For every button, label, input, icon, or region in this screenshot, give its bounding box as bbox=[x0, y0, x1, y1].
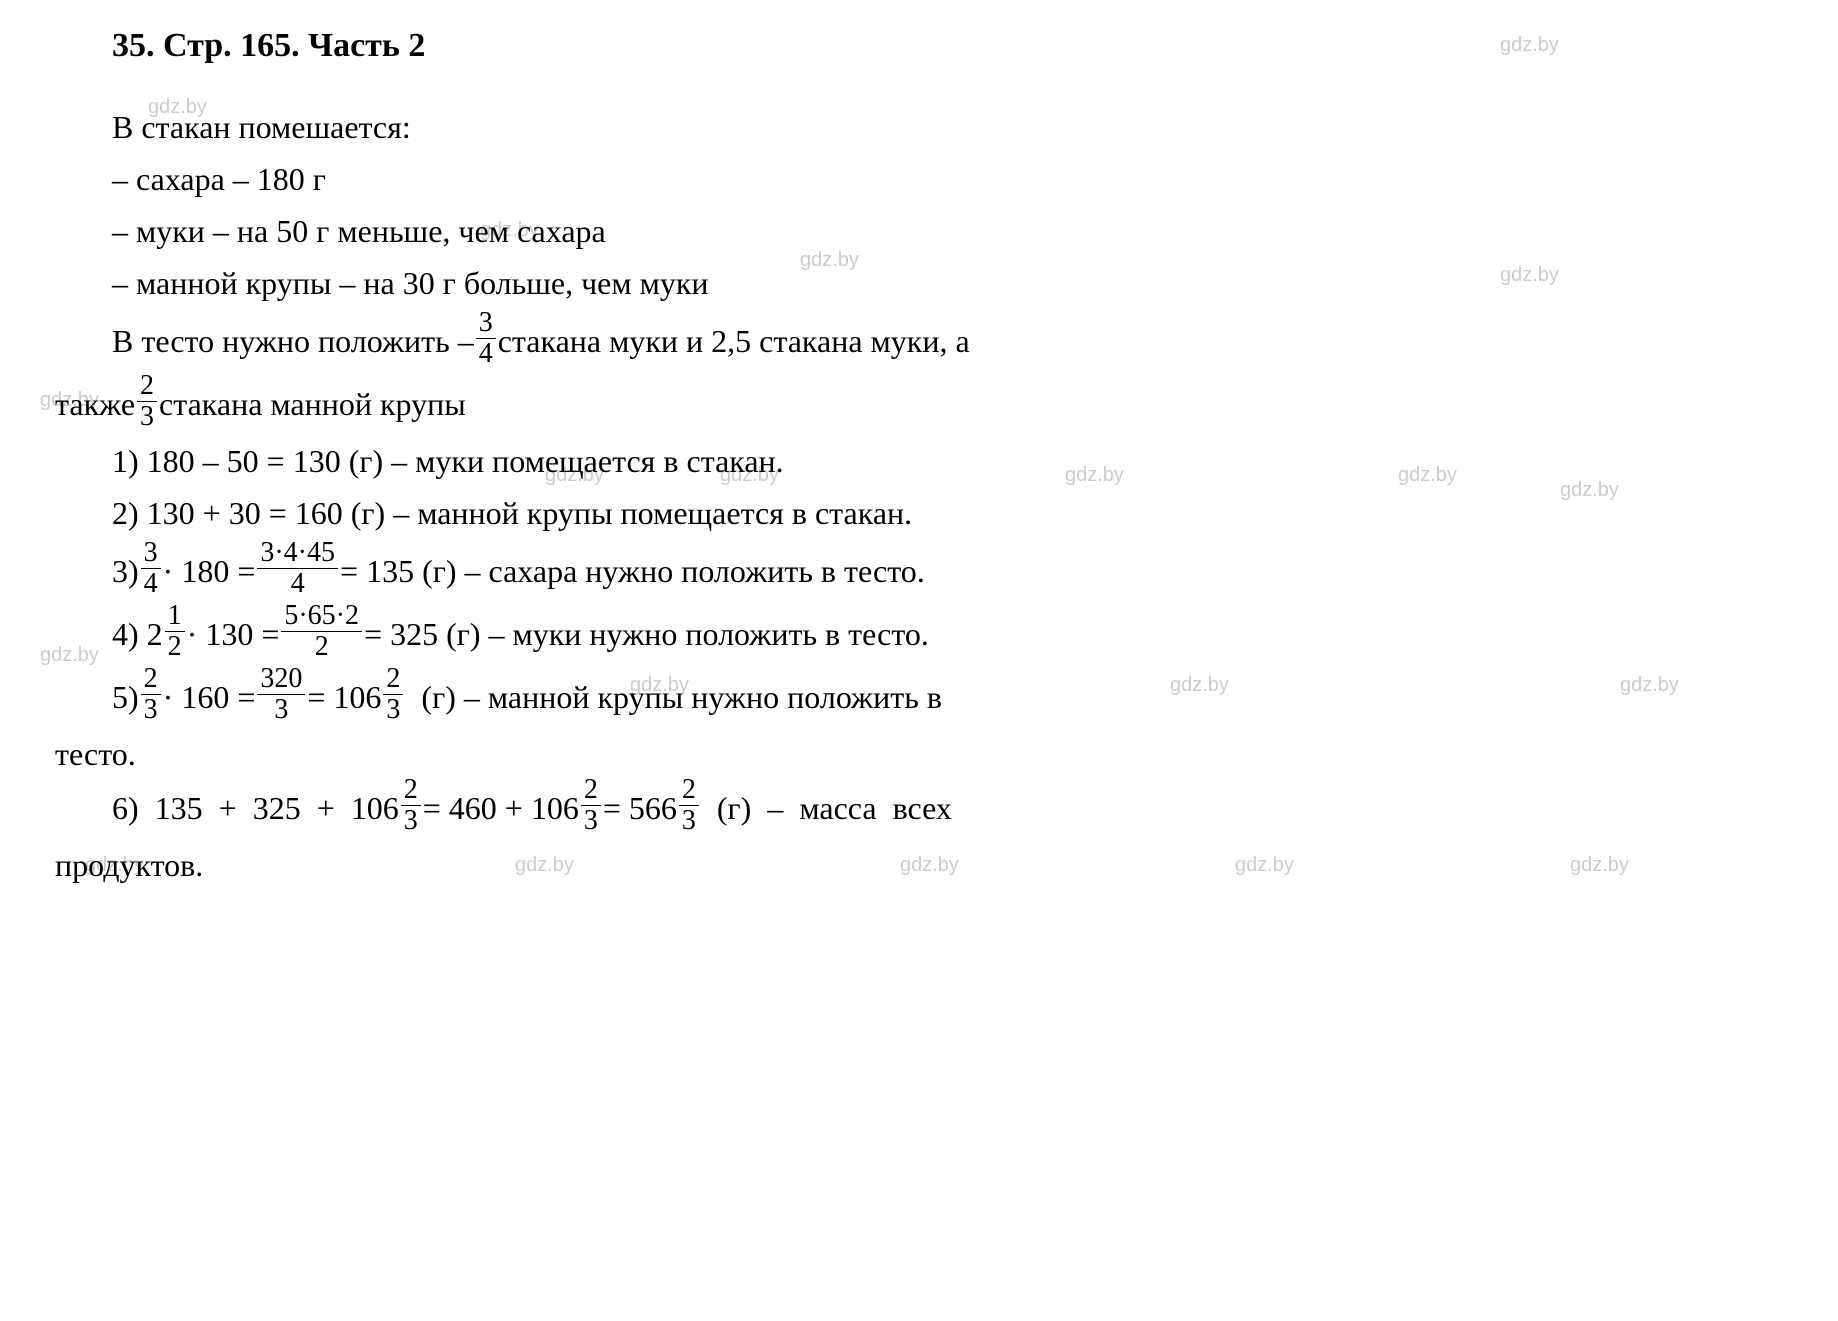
numerator: 5·65·2 bbox=[281, 602, 362, 632]
text-segment: · 180 = bbox=[163, 547, 256, 595]
fraction: 2 3 bbox=[383, 665, 403, 724]
numerator: 1 bbox=[165, 602, 185, 632]
page-title: 35. Стр. 165. Часть 2 bbox=[112, 20, 1783, 71]
recipe-line-2: также 2 3 стакана манной крупы bbox=[55, 374, 1783, 433]
solution-step: 3) 3 4 · 180 = 3·4·45 4 = 135 (г) – саха… bbox=[55, 541, 1783, 600]
list-item: – манной крупы – на 30 г больше, чем мук… bbox=[55, 259, 1783, 307]
text-segment: (г) – манной крупы нужно положить в bbox=[405, 673, 942, 721]
solution-step-wrap: продуктов. bbox=[55, 841, 1783, 889]
denominator: 3 bbox=[401, 806, 421, 835]
text-segment: = 566 bbox=[603, 784, 677, 832]
fraction: 2 3 bbox=[141, 665, 161, 724]
denominator: 3 bbox=[581, 806, 601, 835]
text-segment: В тесто нужно положить – bbox=[112, 317, 474, 365]
fraction: 3 4 bbox=[141, 539, 161, 598]
numerator: 3 bbox=[141, 539, 161, 569]
solution-step: 1) 180 – 50 = 130 (г) – муки помещается … bbox=[55, 437, 1783, 485]
text-segment: 6) 135 + 325 + 106 bbox=[112, 784, 399, 832]
fraction: 2 3 bbox=[679, 776, 699, 835]
denominator: 3 bbox=[137, 402, 157, 431]
solution-step: 2) 130 + 30 = 160 (г) – манной крупы пом… bbox=[55, 489, 1783, 537]
fraction: 2 3 bbox=[137, 372, 157, 431]
numerator: 2 bbox=[137, 372, 157, 402]
denominator: 4 bbox=[288, 569, 308, 598]
fraction: 3·4·45 4 bbox=[257, 539, 338, 598]
recipe-line-1: В тесто нужно положить – 3 4 стакана мук… bbox=[55, 311, 1783, 370]
numerator: 2 bbox=[679, 776, 699, 806]
denominator: 2 bbox=[312, 632, 332, 661]
denominator: 4 bbox=[476, 339, 496, 368]
solution-step: 6) 135 + 325 + 106 2 3 = 460 + 106 2 3 =… bbox=[55, 778, 1783, 837]
denominator: 2 bbox=[165, 632, 185, 661]
text-segment: = 460 + 106 bbox=[423, 784, 579, 832]
text-segment: = 106 bbox=[307, 673, 381, 721]
text-segment: 4) 2 bbox=[112, 610, 163, 658]
numerator: 3·4·45 bbox=[257, 539, 338, 569]
text-segment: также bbox=[55, 380, 135, 428]
document-content: 35. Стр. 165. Часть 2 В стакан помешаетс… bbox=[0, 0, 1838, 909]
fraction: 5·65·2 2 bbox=[281, 602, 362, 661]
text-segment: 3) bbox=[112, 547, 139, 595]
fraction: 1 2 bbox=[165, 602, 185, 661]
solution-step-wrap: тесто. bbox=[55, 730, 1783, 778]
numerator: 2 bbox=[401, 776, 421, 806]
numerator: 3 bbox=[476, 309, 496, 339]
denominator: 3 bbox=[679, 806, 699, 835]
numerator: 2 bbox=[383, 665, 403, 695]
text-segment: (г) – масса всех bbox=[701, 784, 952, 832]
solution-step: 5) 2 3 · 160 = 320 3 = 106 2 3 (г) – ман… bbox=[55, 667, 1783, 726]
list-item: – муки – на 50 г меньше, чем сахара bbox=[55, 207, 1783, 255]
fraction: 320 3 bbox=[257, 665, 305, 724]
text-segment: = 325 (г) – муки нужно положить в тесто. bbox=[364, 610, 929, 658]
denominator: 3 bbox=[271, 695, 291, 724]
intro-text: В стакан помешается: bbox=[55, 103, 1783, 151]
denominator: 3 bbox=[383, 695, 403, 724]
numerator: 2 bbox=[141, 665, 161, 695]
denominator: 4 bbox=[141, 569, 161, 598]
text-segment: 5) bbox=[112, 673, 139, 721]
numerator: 320 bbox=[257, 665, 305, 695]
text-segment: стакана муки и 2,5 стакана муки, а bbox=[498, 317, 970, 365]
fraction: 3 4 bbox=[476, 309, 496, 368]
text-segment: · 160 = bbox=[163, 673, 256, 721]
numerator: 2 bbox=[581, 776, 601, 806]
fraction: 2 3 bbox=[581, 776, 601, 835]
solution-step: 4) 2 1 2 · 130 = 5·65·2 2 = 325 (г) – му… bbox=[55, 604, 1783, 663]
denominator: 3 bbox=[141, 695, 161, 724]
text-segment: стакана манной крупы bbox=[159, 380, 466, 428]
text-segment: = 135 (г) – сахара нужно положить в тест… bbox=[340, 547, 925, 595]
fraction: 2 3 bbox=[401, 776, 421, 835]
text-segment: · 130 = bbox=[187, 610, 280, 658]
list-item: – сахара – 180 г bbox=[55, 155, 1783, 203]
